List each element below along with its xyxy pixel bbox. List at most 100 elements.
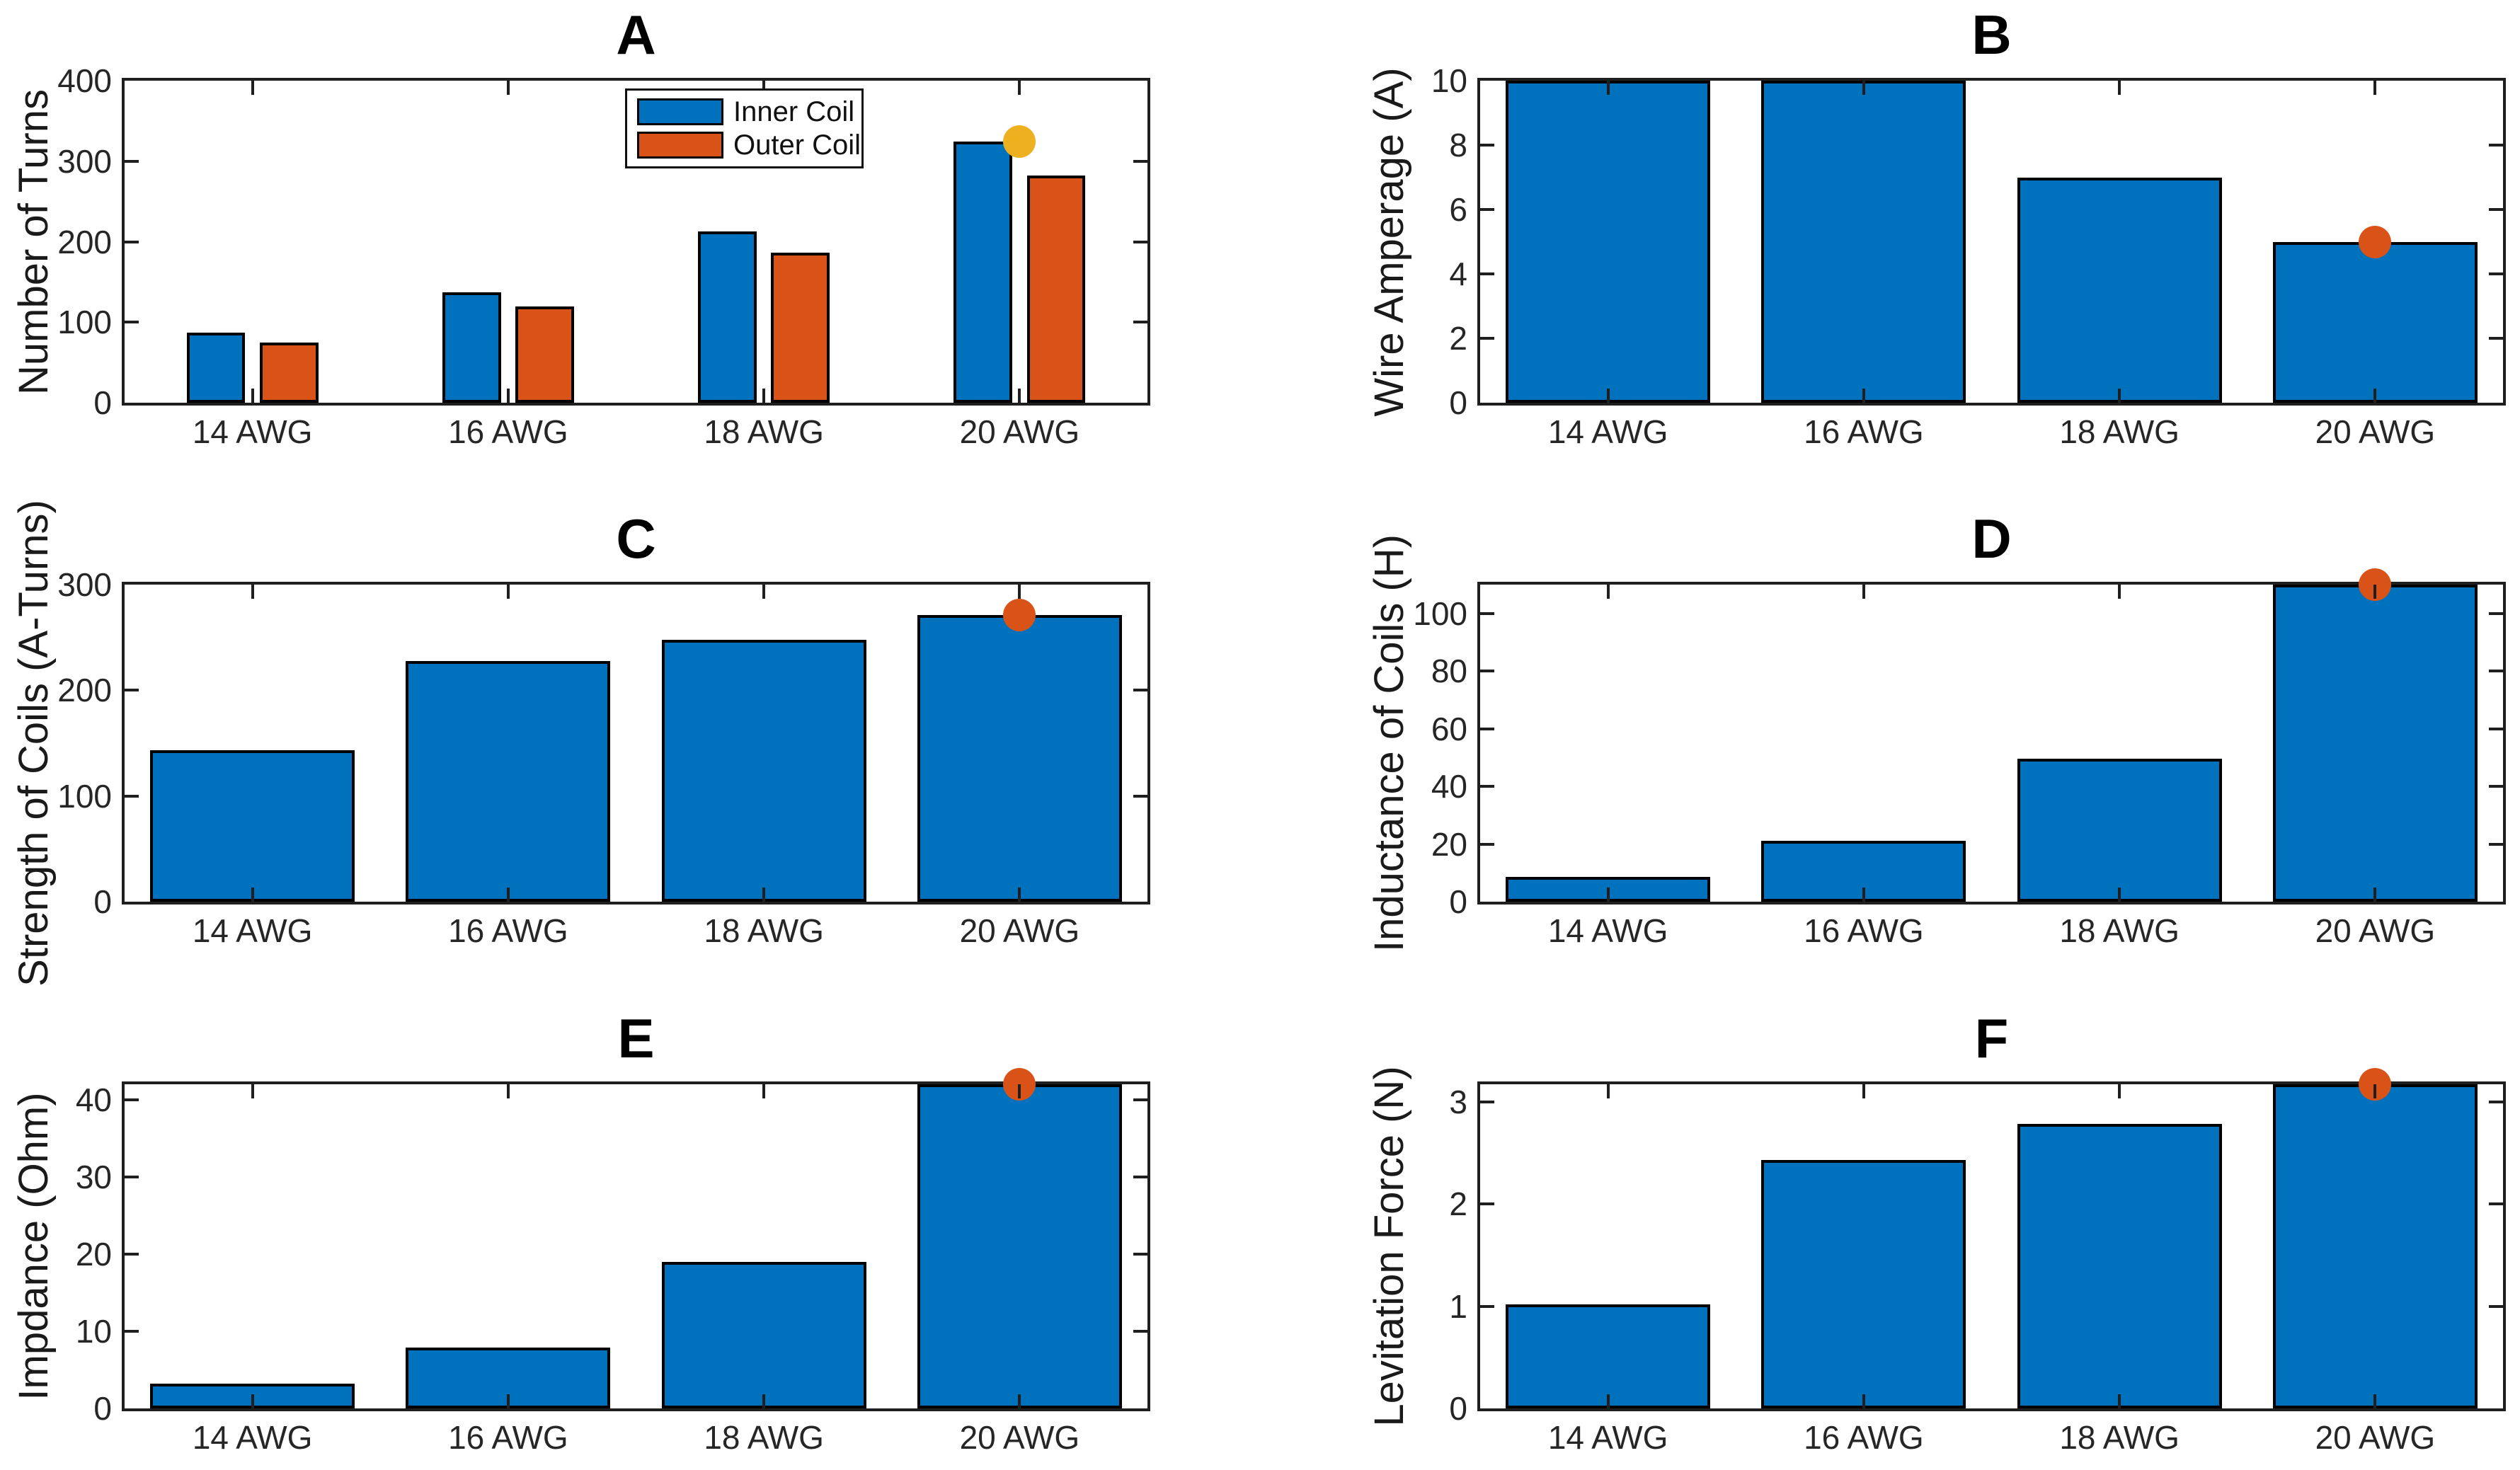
y-tick-mark-left	[1480, 1304, 1494, 1308]
y-tick-label: 0	[93, 883, 112, 920]
x-tick-label: 20 AWG	[2315, 1419, 2436, 1456]
x-tick-label: 14 AWG	[192, 912, 313, 949]
x-tick-mark-bottom	[506, 1394, 510, 1408]
x-tick-mark-bottom	[1018, 1394, 1021, 1408]
y-tick-mark-right	[2489, 842, 2503, 846]
y-tick-mark-right	[1133, 1175, 1147, 1178]
x-tick-mark-top	[2373, 1084, 2377, 1098]
y-tick-label: 3	[1449, 1083, 1467, 1120]
x-tick-label: 14 AWG	[1547, 912, 1668, 949]
bar-levitation-force	[1761, 1159, 1966, 1408]
x-tick-mark-bottom	[2373, 1394, 2377, 1408]
bar-inductance-of-coils	[2272, 585, 2478, 902]
y-tick-mark-left	[125, 1098, 139, 1101]
x-tick-label: 14 AWG	[1547, 1419, 1668, 1456]
y-tick-mark-right	[2489, 272, 2503, 275]
x-tick-label: 18 AWG	[704, 413, 824, 450]
y-tick-label: 2	[1449, 320, 1467, 357]
y-tick-label: 300	[57, 142, 112, 180]
plot-title: B	[1971, 4, 2012, 66]
y-tick-mark-left	[125, 1329, 139, 1333]
y-tick-mark-left	[125, 794, 139, 798]
y-tick-mark-right	[1133, 1329, 1147, 1333]
y-tick-label: 8	[1449, 127, 1467, 163]
x-tick-mark-bottom	[762, 1394, 766, 1408]
x-tick-mark-bottom	[1606, 389, 1610, 403]
x-tick-mark-top	[2118, 81, 2121, 95]
y-tick-label: 200	[57, 223, 112, 260]
x-tick-label: 16 AWG	[448, 912, 568, 949]
y-tick-label: 10	[1431, 62, 1467, 99]
y-tick-mark-right	[2489, 727, 2503, 730]
x-tick-mark-top	[1862, 81, 1865, 95]
y-tick-mark-left	[1480, 144, 1494, 147]
y-tick-mark-left	[1480, 670, 1494, 673]
x-tick-mark-top	[762, 1084, 766, 1098]
x-tick-label: 20 AWG	[2315, 413, 2436, 450]
y-tick-mark-right	[2489, 1100, 2503, 1103]
x-tick-mark-top	[251, 1084, 254, 1098]
highlight-marker	[2359, 225, 2392, 258]
x-tick-mark-top	[506, 81, 510, 95]
x-tick-mark-top	[1018, 81, 1021, 95]
bar-outer-coil	[771, 253, 830, 403]
y-tick-label: 20	[75, 1235, 112, 1273]
x-tick-label: 18 AWG	[2059, 413, 2180, 450]
y-tick-mark-right	[1133, 689, 1147, 692]
y-tick-label: 0	[1449, 1390, 1467, 1427]
y-tick-label: 2	[1449, 1185, 1467, 1223]
x-tick-mark-top	[2373, 585, 2377, 599]
y-tick-label: 10	[75, 1312, 112, 1350]
x-tick-mark-top	[1862, 585, 1865, 599]
x-tick-mark-top	[1606, 585, 1610, 599]
x-tick-mark-top	[506, 1084, 510, 1098]
x-tick-label: 16 AWG	[1804, 1419, 1924, 1456]
bar-inner-coil	[442, 292, 501, 403]
y-tick-mark-left	[1480, 337, 1494, 340]
bar-levitation-force	[2017, 1124, 2222, 1408]
x-tick-mark-top	[2118, 585, 2121, 599]
y-tick-label: 30	[75, 1158, 112, 1195]
y-tick-label: 40	[1431, 768, 1467, 805]
legend: Inner Coil Outer Coil	[625, 88, 864, 168]
y-tick-mark-right	[2489, 337, 2503, 340]
x-tick-mark-bottom	[1862, 1394, 1865, 1408]
plot-title: F	[1974, 1007, 2009, 1069]
x-tick-mark-top	[506, 585, 510, 599]
x-tick-mark-bottom	[762, 389, 766, 403]
y-tick-label: 400	[57, 62, 112, 99]
x-tick-mark-bottom	[1018, 888, 1021, 902]
bar-strength-of-coils	[661, 639, 866, 902]
x-tick-label: 18 AWG	[704, 912, 824, 949]
x-tick-mark-bottom	[1862, 389, 1865, 403]
y-tick-mark-right	[2489, 208, 2503, 211]
bar-outer-coil	[259, 342, 319, 403]
y-tick-mark-left	[125, 1175, 139, 1178]
y-tick-mark-right	[2489, 1202, 2503, 1206]
y-tick-mark-right	[1133, 240, 1147, 243]
x-tick-mark-top	[762, 585, 766, 599]
y-tick-mark-right	[2489, 144, 2503, 147]
bar-wire-amperage	[2017, 177, 2222, 403]
y-tick-mark-right	[2489, 670, 2503, 673]
bar-strength-of-coils	[150, 750, 355, 902]
y-tick-label: 100	[57, 304, 112, 341]
x-tick-mark-bottom	[2118, 1394, 2121, 1408]
x-tick-mark-bottom	[2118, 888, 2121, 902]
highlight-marker	[1003, 599, 1036, 632]
x-tick-label: 18 AWG	[2059, 912, 2180, 949]
y-tick-label: 1	[1449, 1287, 1467, 1325]
y-tick-label: 200	[57, 672, 112, 709]
legend-row: Inner Coil	[637, 98, 854, 126]
y-tick-mark-right	[2489, 785, 2503, 788]
x-tick-mark-bottom	[506, 389, 510, 403]
y-tick-mark-left	[125, 321, 139, 324]
y-tick-label: 6	[1449, 191, 1467, 228]
y-tick-label: 300	[57, 566, 112, 603]
y-tick-mark-right	[1133, 321, 1147, 324]
x-tick-mark-bottom	[251, 389, 254, 403]
x-tick-label: 16 AWG	[448, 1419, 568, 1456]
x-tick-mark-bottom	[1606, 1394, 1610, 1408]
x-tick-label: 16 AWG	[448, 413, 568, 450]
